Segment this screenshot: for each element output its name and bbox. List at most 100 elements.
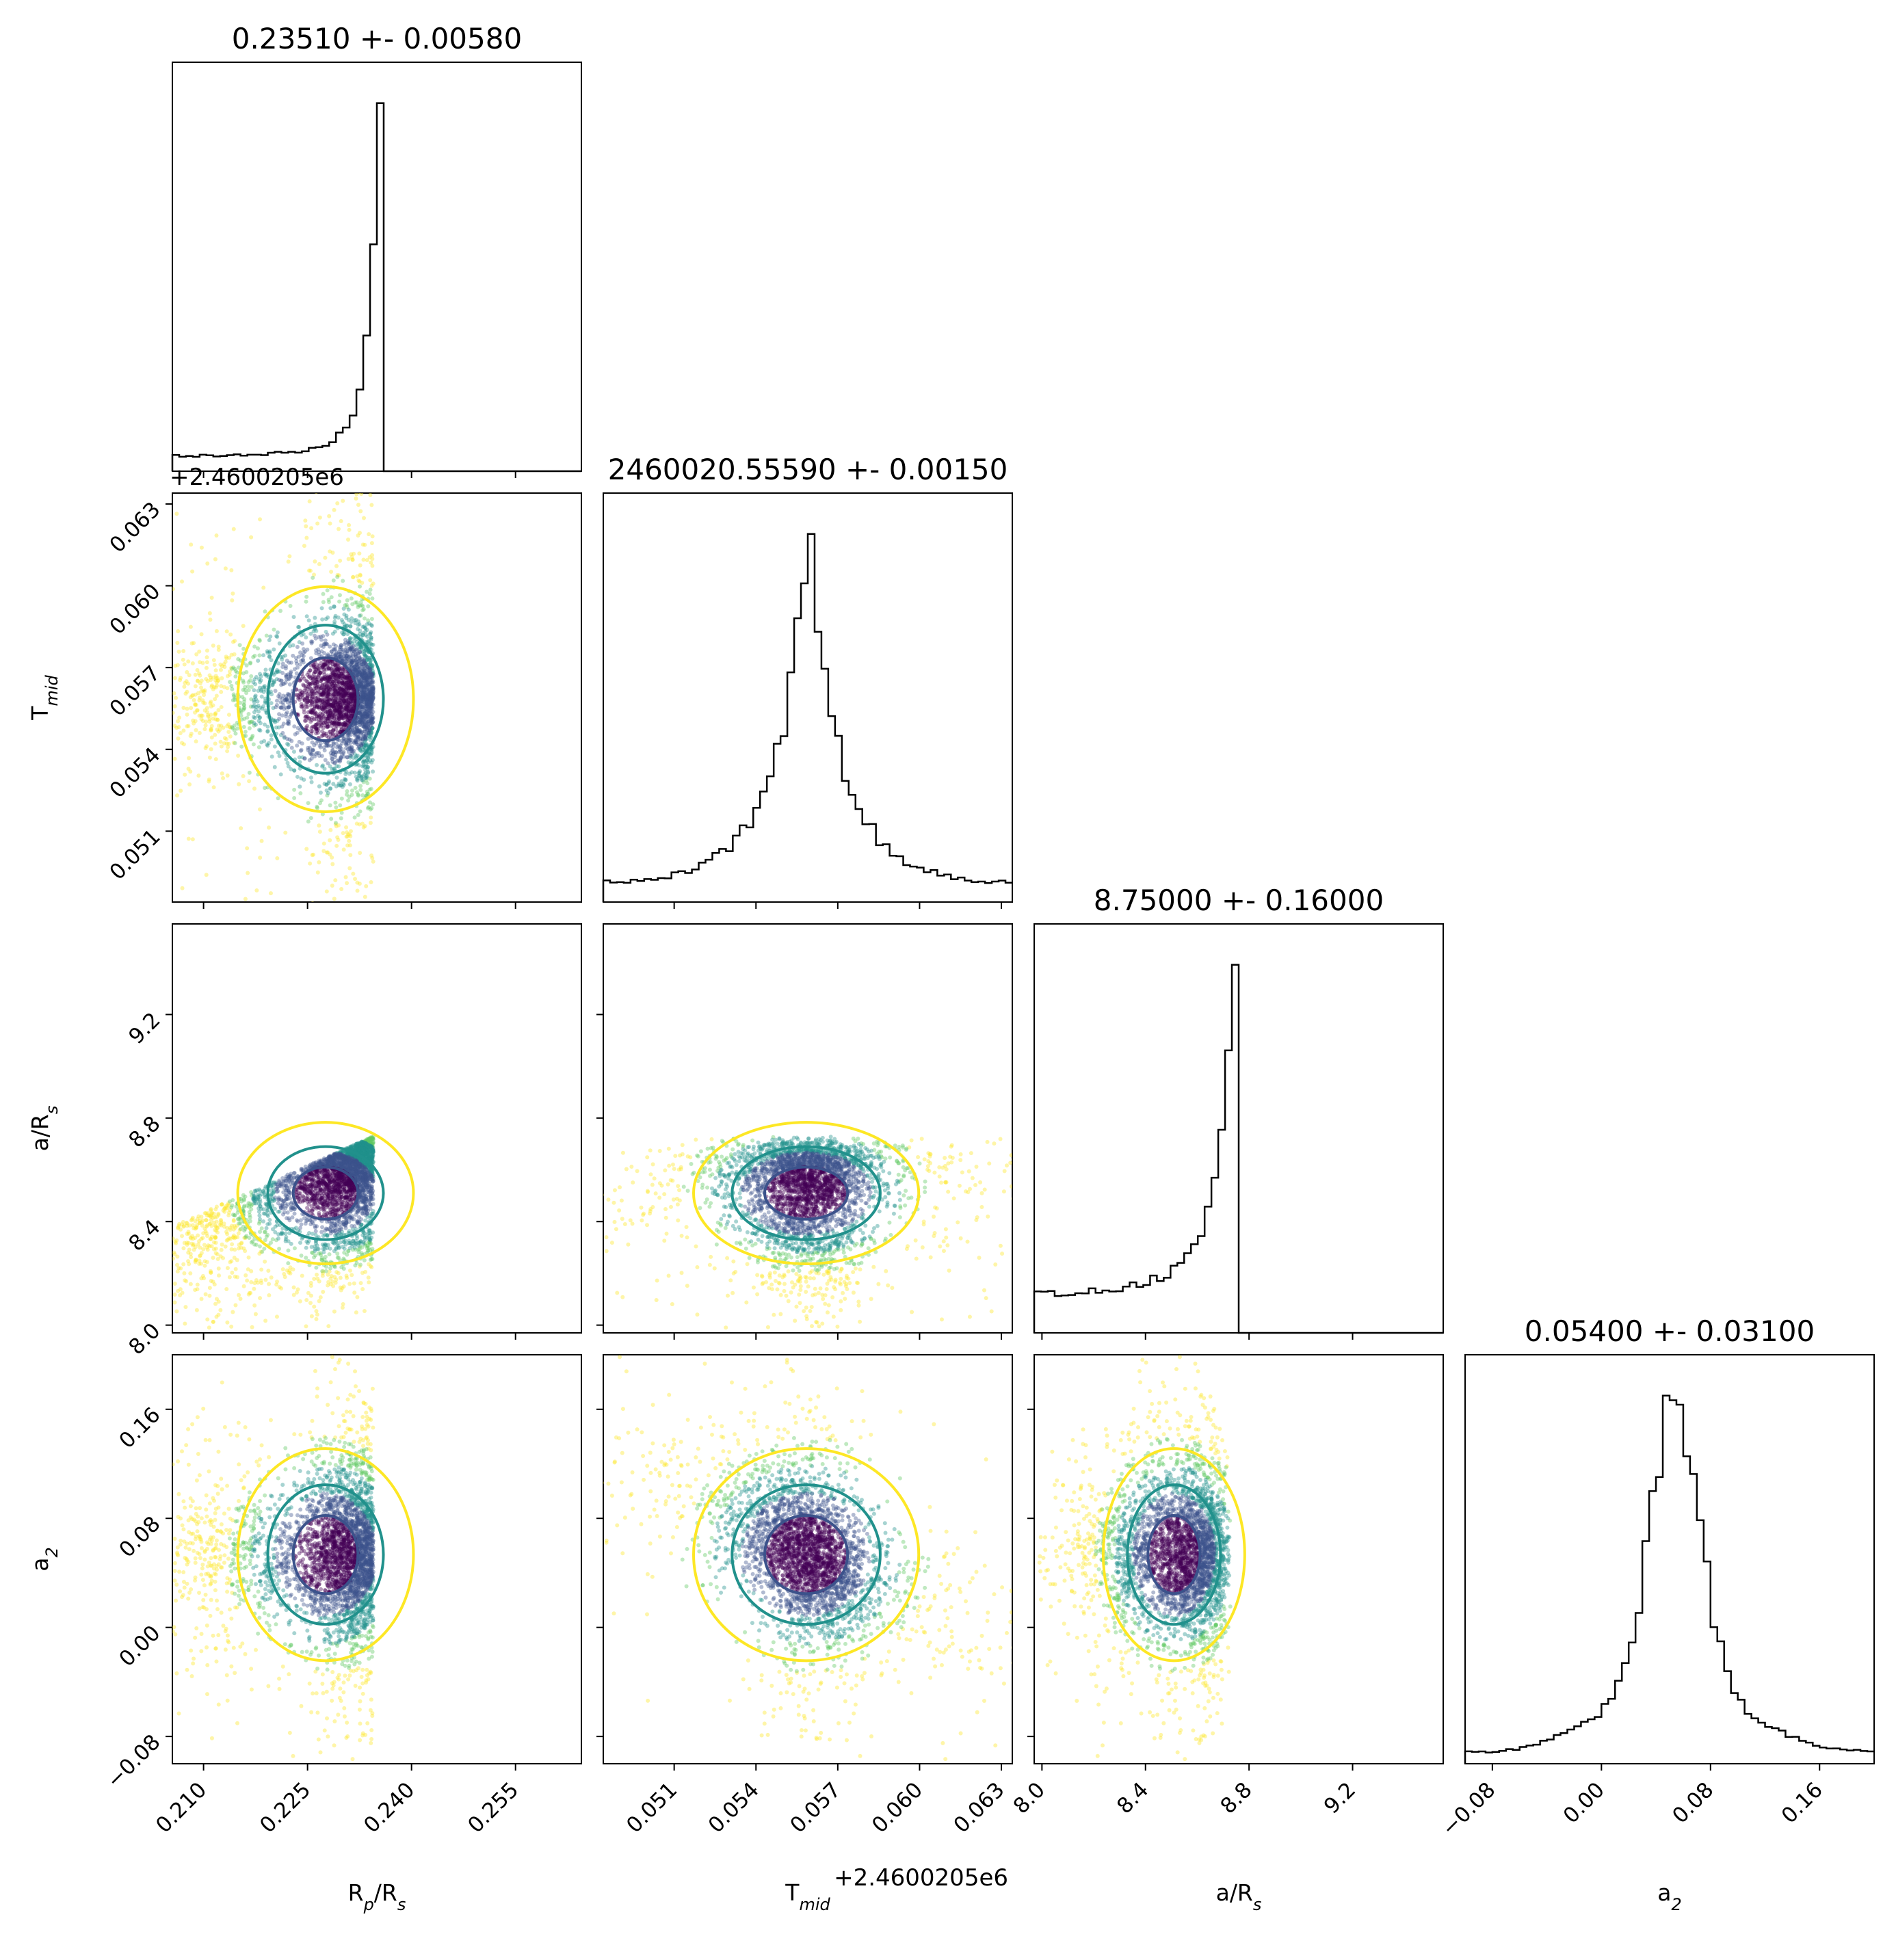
scatter-point xyxy=(329,817,334,821)
scatter-point xyxy=(359,675,364,680)
scatter-point xyxy=(259,694,264,699)
scatter-point xyxy=(363,670,367,675)
scatter-point xyxy=(364,681,369,686)
scatter-point xyxy=(360,697,365,702)
scatter-point xyxy=(369,906,373,910)
histogram-panel-rp xyxy=(172,62,582,472)
scatter-point xyxy=(233,639,237,644)
scatter-point xyxy=(369,727,374,732)
scatter-point xyxy=(348,829,353,834)
scatter-point xyxy=(231,591,235,596)
scatter-point xyxy=(257,638,262,643)
scatter-point xyxy=(343,778,347,782)
scatter-point xyxy=(185,670,189,674)
scatter-point xyxy=(268,891,273,896)
scatter-point xyxy=(358,671,363,676)
scatter-point xyxy=(359,743,364,748)
scatter-point xyxy=(263,708,268,713)
scatter-point xyxy=(362,1309,367,1314)
scatter-point xyxy=(360,686,365,691)
scatter-point xyxy=(347,771,352,776)
scatter-point xyxy=(285,721,290,726)
scatter-point xyxy=(360,581,365,585)
scatter-point xyxy=(369,712,374,717)
scatter-point xyxy=(360,719,365,724)
scatter-point xyxy=(369,750,374,754)
scatter-point xyxy=(360,664,365,669)
scatter-point xyxy=(214,680,219,685)
scatter-point xyxy=(269,733,274,738)
scatter-point xyxy=(354,756,358,760)
scatter-point xyxy=(353,732,358,737)
scatter-point xyxy=(328,803,332,808)
scatter-point xyxy=(325,642,330,647)
scatter-point xyxy=(274,705,278,710)
scatter-point xyxy=(360,719,365,724)
scatter-point xyxy=(345,737,350,742)
scatter-point xyxy=(330,855,334,860)
scatter-point xyxy=(368,578,373,583)
scatter-point xyxy=(354,721,359,726)
scatter-point xyxy=(356,578,361,583)
scatter-point xyxy=(360,659,365,663)
scatter-point xyxy=(367,711,371,716)
scatter-point xyxy=(358,1262,363,1267)
scatter-point xyxy=(174,696,179,700)
scatter-point xyxy=(369,747,374,752)
scatter-point xyxy=(200,698,205,703)
scatter-point xyxy=(349,749,354,754)
scatter-point xyxy=(312,572,317,577)
scatter-point xyxy=(299,1253,304,1258)
scatter-point xyxy=(356,776,360,781)
scatter-point xyxy=(301,632,306,637)
scatter-point xyxy=(359,741,364,746)
scatter-point xyxy=(286,1248,291,1253)
scatter-point xyxy=(358,682,363,687)
scatter-point xyxy=(289,670,293,674)
scatter-point xyxy=(211,687,215,691)
scatter-point xyxy=(365,702,369,707)
scatter-point xyxy=(353,668,358,673)
scatter-point xyxy=(291,750,296,754)
scatter-point xyxy=(214,1204,219,1209)
scatter-point xyxy=(361,646,366,651)
scatter-point xyxy=(175,793,180,798)
scatter-point xyxy=(256,689,261,693)
scatter-point xyxy=(358,719,363,724)
scatter-point xyxy=(358,698,363,702)
scatter-point xyxy=(369,735,373,740)
scatter-point xyxy=(347,637,352,642)
scatter-point xyxy=(365,590,369,594)
scatter-point xyxy=(330,756,335,761)
scatter-point xyxy=(334,1270,339,1275)
scatter-point xyxy=(369,541,374,546)
scatter-point xyxy=(367,726,372,731)
scatter-point xyxy=(254,675,259,680)
scatter-point xyxy=(258,705,263,710)
scatter-point xyxy=(283,430,287,434)
scatter-point xyxy=(207,1325,211,1330)
scatter-point xyxy=(298,662,302,667)
scatter-point xyxy=(285,710,289,715)
scatter-point xyxy=(363,671,367,676)
scatter-point xyxy=(367,691,372,696)
scatter-point xyxy=(328,852,332,857)
scatter-point xyxy=(326,615,330,620)
scatter-point xyxy=(209,685,214,689)
scatter-point xyxy=(205,1260,209,1264)
scatter-point xyxy=(274,702,279,707)
scatter-point xyxy=(351,654,356,659)
scatter-point xyxy=(248,1219,252,1223)
scatter-point xyxy=(361,698,366,702)
scatter-point xyxy=(365,728,369,732)
scatter-point xyxy=(215,1230,220,1235)
scatter-point xyxy=(361,722,366,727)
scatter-point xyxy=(213,1235,218,1240)
scatter-point xyxy=(272,765,277,769)
scatter-point xyxy=(362,724,367,729)
scatter-point xyxy=(183,1321,187,1326)
scatter-point xyxy=(352,551,356,556)
scatter-point xyxy=(345,747,350,752)
scatter-point xyxy=(360,633,365,637)
scatter-point xyxy=(295,730,300,735)
